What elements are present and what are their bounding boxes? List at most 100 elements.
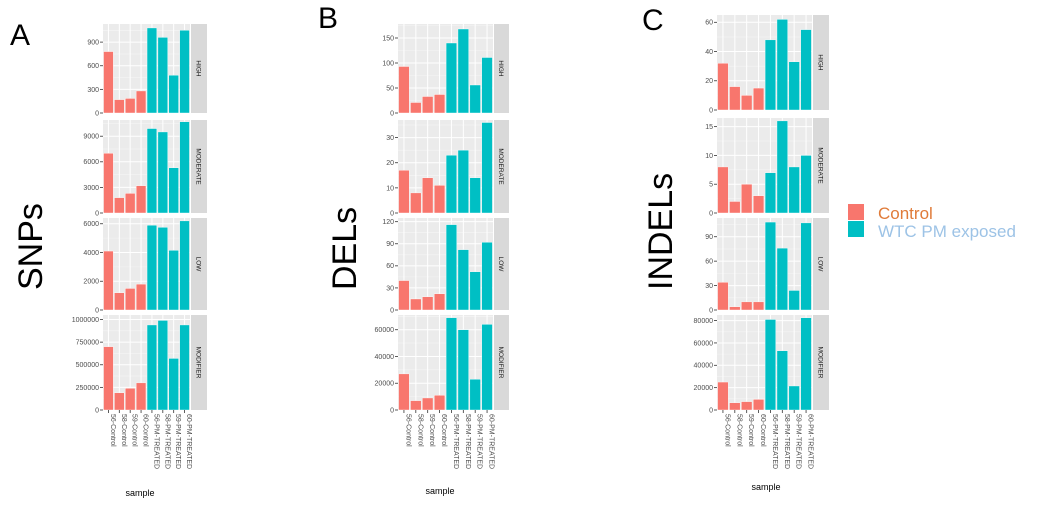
bar-60-pm-treated-moderate: [800, 155, 812, 214]
bar-60-pm-treated-low: [800, 222, 812, 311]
x-tick-label: 58-Control: [120, 414, 127, 447]
facet-strip: [813, 15, 829, 110]
bar-60-pm-treated-modifier: [800, 317, 812, 411]
x-tick-label: 60-Control: [142, 414, 149, 447]
y-tick-label: 60: [705, 259, 713, 266]
legend-label-wtc-pm-exposed: WTC PM exposed: [878, 222, 1016, 241]
bar-60-pm-treated-modifier: [481, 324, 493, 411]
x-tick-label: 58-Control: [735, 414, 742, 447]
bar-60-control-high: [434, 94, 446, 114]
facet-high: 0 50 100 150 HIGH: [382, 24, 509, 117]
bar-56-pm-treated-moderate: [764, 172, 776, 214]
bar-58-control-high: [410, 102, 422, 114]
bar-58-control-modifier: [114, 392, 125, 411]
y-tick-label: 0: [709, 107, 713, 114]
bar-56-pm-treated-moderate: [445, 154, 457, 214]
bar-56-pm-treated-modifier: [146, 324, 158, 411]
bar-60-control-high: [753, 87, 765, 111]
bar-60-control-low: [753, 301, 765, 311]
bar-58-control-moderate: [114, 197, 125, 214]
facet-strip-label: MODIFIER: [195, 347, 202, 379]
panel-title-dels: DELs: [326, 207, 364, 290]
panel-b-dels: 0 50 100 150 HIGH 0 10 20 30 MODERATE 0 30 60 90 120 LO…: [375, 24, 509, 469]
facet-strip: [494, 120, 509, 213]
y-tick-label: 500000: [76, 362, 99, 369]
bar-59-pm-treated-low: [469, 271, 481, 311]
bar-58-pm-treated-low: [457, 249, 469, 311]
facet-strip: [191, 218, 207, 310]
y-tick-label: 1000000: [72, 317, 99, 324]
bar-56-control-high: [103, 51, 114, 114]
bar-58-pm-treated-modifier: [776, 350, 788, 411]
bar-59-pm-treated-modifier: [469, 379, 481, 411]
x-tick-label: 59-Control: [428, 414, 435, 447]
y-tick-label: 10: [705, 153, 713, 160]
bar-59-control-high: [125, 98, 136, 114]
bar-60-control-modifier: [434, 395, 446, 411]
bar-58-pm-treated-moderate: [457, 149, 469, 214]
x-tick-label: 58-Control: [416, 414, 423, 447]
bar-58-pm-treated-moderate: [776, 120, 788, 214]
bar-58-control-modifier: [410, 400, 422, 411]
facet-strip-label: LOW: [195, 257, 202, 273]
bar-58-control-modifier: [729, 402, 741, 411]
bar-56-pm-treated-modifier: [764, 319, 776, 411]
y-tick-label: 30: [386, 285, 394, 292]
bar-58-pm-treated-modifier: [157, 320, 168, 411]
bar-56-pm-treated-low: [764, 221, 776, 311]
bar-60-pm-treated-high: [179, 30, 190, 114]
panel-letter-a: A: [10, 19, 30, 52]
x-tick-label: 60-PM-TREATED: [807, 414, 814, 469]
y-tick-label: 5: [709, 182, 713, 189]
bar-58-control-low: [729, 306, 741, 311]
bar-56-control-modifier: [103, 346, 114, 411]
y-tick-label: 60000: [375, 327, 395, 334]
bar-59-pm-treated-moderate: [469, 177, 481, 214]
x-tick-label: 59-Control: [747, 414, 754, 447]
bar-56-control-high: [398, 66, 410, 114]
facet-strip-label: MODERATE: [817, 147, 824, 184]
x-tick-label: 59-PM-TREATED: [795, 414, 802, 469]
bar-59-control-moderate: [422, 177, 434, 214]
y-tick-label: 0: [95, 307, 99, 314]
bar-60-pm-treated-modifier: [179, 324, 190, 411]
y-tick-label: 20: [386, 160, 394, 167]
y-tick-label: 6000: [83, 159, 99, 166]
x-axis-title-b: sample: [425, 486, 454, 496]
bar-56-control-modifier: [398, 373, 410, 411]
bar-60-control-moderate: [135, 185, 147, 214]
y-tick-label: 40000: [375, 354, 395, 361]
bar-60-control-moderate: [434, 185, 446, 214]
bar-59-control-moderate: [125, 193, 136, 214]
facet-strip-label: HIGH: [497, 60, 504, 77]
y-tick-label: 600: [87, 63, 99, 70]
legend-swatch-wtc-pm-exposed: [848, 221, 864, 237]
bar-59-control-modifier: [422, 397, 434, 411]
y-tick-label: 0: [709, 210, 713, 217]
y-tick-label: 15: [705, 124, 713, 131]
y-tick-label: 0: [390, 307, 394, 314]
legend-label-control: Control: [878, 204, 933, 223]
bar-58-pm-treated-low: [776, 247, 788, 311]
bar-59-pm-treated-high: [168, 74, 179, 114]
y-tick-label: 30: [386, 135, 394, 142]
x-tick-label: 59-Control: [131, 414, 138, 447]
bar-58-control-high: [729, 86, 741, 111]
y-tick-label: 30: [705, 283, 713, 290]
bar-56-pm-treated-low: [445, 224, 457, 311]
bar-56-control-low: [398, 280, 410, 311]
bar-56-pm-treated-moderate: [146, 128, 158, 214]
x-tick-label: 58-PM-TREATED: [464, 414, 471, 469]
y-tick-label: 60: [705, 20, 713, 27]
facet-strip-label: LOW: [497, 257, 504, 273]
y-tick-label: 4000: [83, 250, 99, 257]
x-tick-label: 59-PM-TREATED: [174, 414, 181, 469]
legend: Control WTC PM exposed: [848, 204, 1016, 241]
bar-59-pm-treated-moderate: [168, 167, 179, 214]
bar-60-pm-treated-high: [481, 57, 493, 114]
y-tick-label: 300: [87, 87, 99, 94]
bar-60-pm-treated-low: [179, 220, 190, 311]
bar-56-control-low: [103, 250, 114, 311]
y-tick-label: 0: [390, 210, 394, 217]
y-tick-label: 900: [87, 40, 99, 47]
